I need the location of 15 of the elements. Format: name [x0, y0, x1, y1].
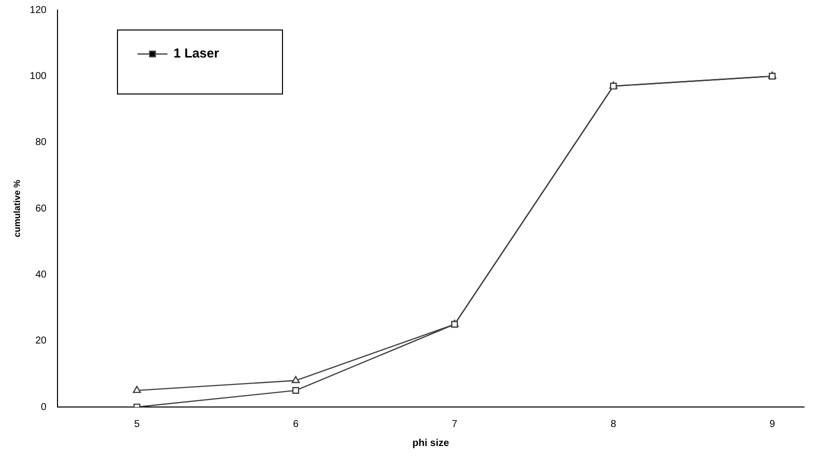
y-tick-label: 80	[35, 137, 47, 148]
x-axis-title: phi size	[412, 438, 450, 449]
legend-label: 1 Laser	[173, 46, 220, 61]
x-tick-label: 5	[134, 418, 140, 430]
y-tick-label: 100	[30, 70, 47, 82]
x-tick-label: 8	[610, 418, 617, 430]
y-axis-title: cumulative %	[12, 180, 22, 238]
y-tick-label: 0	[40, 402, 47, 413]
x-tick-label: 7	[452, 418, 458, 430]
y-tick-label: 60	[35, 203, 47, 214]
y-tick-label: 20	[35, 336, 47, 347]
y-tick-label: 120	[30, 4, 47, 16]
y-tick-label: 40	[35, 269, 47, 280]
x-tick-label: 9	[769, 418, 776, 430]
x-tick-label: 6	[292, 418, 299, 430]
